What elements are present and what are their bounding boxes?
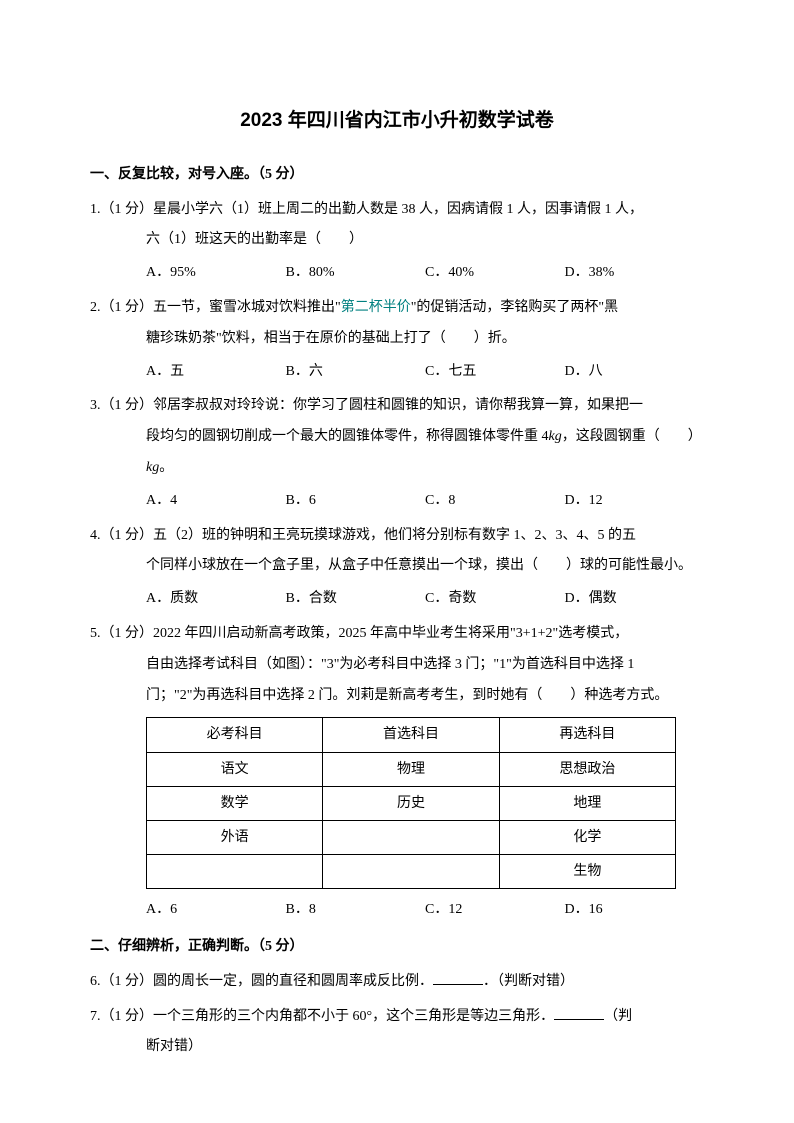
q2-options: A．五 B．六 C．七五 D．八 (90, 357, 704, 388)
table-cell (147, 855, 323, 889)
q1-line1: 1.（1 分）星晨小学六（1）班上周二的出勤人数是 38 人，因病请假 1 人，… (90, 195, 704, 226)
q5-table: 必考科目 首选科目 再选科目 语文 物理 思想政治 数学 历史 地理 外语 化学… (146, 717, 676, 889)
q3-line1: 3.（1 分）邻居李叔叔对玲玲说：你学习了圆柱和圆锥的知识，请你帮我算一算，如果… (90, 391, 704, 422)
q1-option-a: A．95% (146, 258, 286, 289)
q3-options: A．4 B．6 C．8 D．12 (90, 486, 704, 517)
q4-options: A．质数 B．合数 C．奇数 D．偶数 (90, 584, 704, 615)
q3-line2: 段均匀的圆钢切削成一个最大的圆锥体零件，称得圆锥体零件重 4kg，这段圆钢重（ … (90, 422, 704, 453)
table-cell (323, 820, 499, 854)
q5-line3: 门；"2"为再选科目中选择 2 门。刘莉是新高考考生，到时她有（ ）种选考方式。 (90, 681, 704, 712)
page-title: 2023 年四川省内江市小升初数学试卷 (90, 100, 704, 142)
q2-option-a: A．五 (146, 357, 286, 388)
q7-line2: 断对错） (90, 1032, 704, 1063)
q5-options: A．6 B．8 C．12 D．16 (90, 895, 704, 926)
q7-body: 7.（1 分）一个三角形的三个内角都不小于 60°，这个三角形是等边三角形． (90, 1009, 554, 1024)
q6-suffix: ．（判断对错） (483, 974, 574, 989)
question-2: 2.（1 分）五一节，蜜雪冰城对饮料推出"第二杯半价"的促销活动，李铭购买了两杯… (90, 293, 704, 387)
q6-text: 6.（1 分）圆的周长一定，圆的直径和圆周率成反比例． ．（判断对错） (90, 967, 704, 998)
table-row: 外语 化学 (147, 820, 676, 854)
q6-body: 6.（1 分）圆的周长一定，圆的直径和圆周率成反比例． (90, 974, 433, 989)
q2-line2: 糖珍珠奶茶"饮料，相当于在原价的基础上打了（ ）折。 (90, 324, 704, 355)
table-cell: 外语 (147, 820, 323, 854)
q4-option-a: A．质数 (146, 584, 286, 615)
q1-option-c: C．40% (425, 258, 565, 289)
table-cell: 首选科目 (323, 718, 499, 752)
q3-kg2: kg (146, 460, 159, 475)
q3-option-a: A．4 (146, 486, 286, 517)
q5-option-c: C．12 (425, 895, 565, 926)
question-7: 7.（1 分）一个三角形的三个内角都不小于 60°，这个三角形是等边三角形． （判… (90, 1002, 704, 1064)
q2-option-b: B．六 (286, 357, 426, 388)
table-cell: 物理 (323, 752, 499, 786)
table-cell: 必考科目 (147, 718, 323, 752)
blank-field[interactable] (433, 971, 483, 985)
q3-line2-a: 段均匀的圆钢切削成一个最大的圆锥体零件，称得圆锥体零件重 4 (146, 429, 549, 444)
table-row: 语文 物理 思想政治 (147, 752, 676, 786)
q3-option-d: D．12 (565, 486, 705, 517)
q1-line2: 六（1）班这天的出勤率是（ ） (90, 225, 704, 256)
table-row: 必考科目 首选科目 再选科目 (147, 718, 676, 752)
table-cell: 思想政治 (499, 752, 675, 786)
q4-option-b: B．合数 (286, 584, 426, 615)
question-6: 6.（1 分）圆的周长一定，圆的直径和圆周率成反比例． ．（判断对错） (90, 967, 704, 998)
q3-option-c: C．8 (425, 486, 565, 517)
question-5: 5.（1 分）2022 年四川启动新高考政策，2025 年高中毕业考生将采用"3… (90, 619, 704, 926)
table-cell: 再选科目 (499, 718, 675, 752)
table-cell: 生物 (499, 855, 675, 889)
blank-field[interactable] (554, 1006, 604, 1020)
q3-option-b: B．6 (286, 486, 426, 517)
table-cell: 化学 (499, 820, 675, 854)
question-4: 4.（1 分）五（2）班的钟明和王亮玩摸球游戏，他们将分别标有数字 1、2、3、… (90, 521, 704, 615)
q1-option-b: B．80% (286, 258, 426, 289)
table-cell: 地理 (499, 786, 675, 820)
q2-line1-a: 2.（1 分）五一节，蜜雪冰城对饮料推出" (90, 300, 341, 315)
q2-line1-b: "的促销活动，李铭购买了两杯"黑 (411, 300, 618, 315)
q5-line1: 5.（1 分）2022 年四川启动新高考政策，2025 年高中毕业考生将采用"3… (90, 619, 704, 650)
q3-line3-b: 。 (159, 460, 173, 475)
q5-option-d: D．16 (565, 895, 705, 926)
table-row: 生物 (147, 855, 676, 889)
q5-option-b: B．8 (286, 895, 426, 926)
q3-line2-b: ，这段圆钢重（ ） (562, 429, 702, 444)
q4-line1: 4.（1 分）五（2）班的钟明和王亮玩摸球游戏，他们将分别标有数字 1、2、3、… (90, 521, 704, 552)
q2-option-d: D．八 (565, 357, 705, 388)
question-3: 3.（1 分）邻居李叔叔对玲玲说：你学习了圆柱和圆锥的知识，请你帮我算一算，如果… (90, 391, 704, 516)
table-cell (323, 855, 499, 889)
q3-line3: kg。 (90, 453, 704, 484)
table-cell: 语文 (147, 752, 323, 786)
question-1: 1.（1 分）星晨小学六（1）班上周二的出勤人数是 38 人，因病请假 1 人，… (90, 195, 704, 289)
q3-kg1: kg (549, 429, 562, 444)
q2-line1: 2.（1 分）五一节，蜜雪冰城对饮料推出"第二杯半价"的促销活动，李铭购买了两杯… (90, 293, 704, 324)
table-cell: 历史 (323, 786, 499, 820)
q1-options: A．95% B．80% C．40% D．38% (90, 258, 704, 289)
q1-option-d: D．38% (565, 258, 705, 289)
q5-line2: 自由选择考试科目（如图）："3"为必考科目中选择 3 门；"1"为首选科目中选择… (90, 650, 704, 681)
q7-line1: 7.（1 分）一个三角形的三个内角都不小于 60°，这个三角形是等边三角形． （判 (90, 1002, 704, 1033)
q4-option-d: D．偶数 (565, 584, 705, 615)
q5-option-a: A．6 (146, 895, 286, 926)
table-cell: 数学 (147, 786, 323, 820)
q4-option-c: C．奇数 (425, 584, 565, 615)
q2-special-text: 第二杯半价 (341, 300, 411, 315)
q4-line2: 个同样小球放在一个盒子里，从盒子中任意摸出一个球，摸出（ ）球的可能性最小。 (90, 551, 704, 582)
table-row: 数学 历史 地理 (147, 786, 676, 820)
section1-header: 一、反复比较，对号入座。（5 分） (90, 160, 704, 191)
q7-suffix: （判 (604, 1009, 632, 1024)
q2-option-c: C．七五 (425, 357, 565, 388)
section2-header: 二、仔细辨析，正确判断。（5 分） (90, 932, 704, 963)
